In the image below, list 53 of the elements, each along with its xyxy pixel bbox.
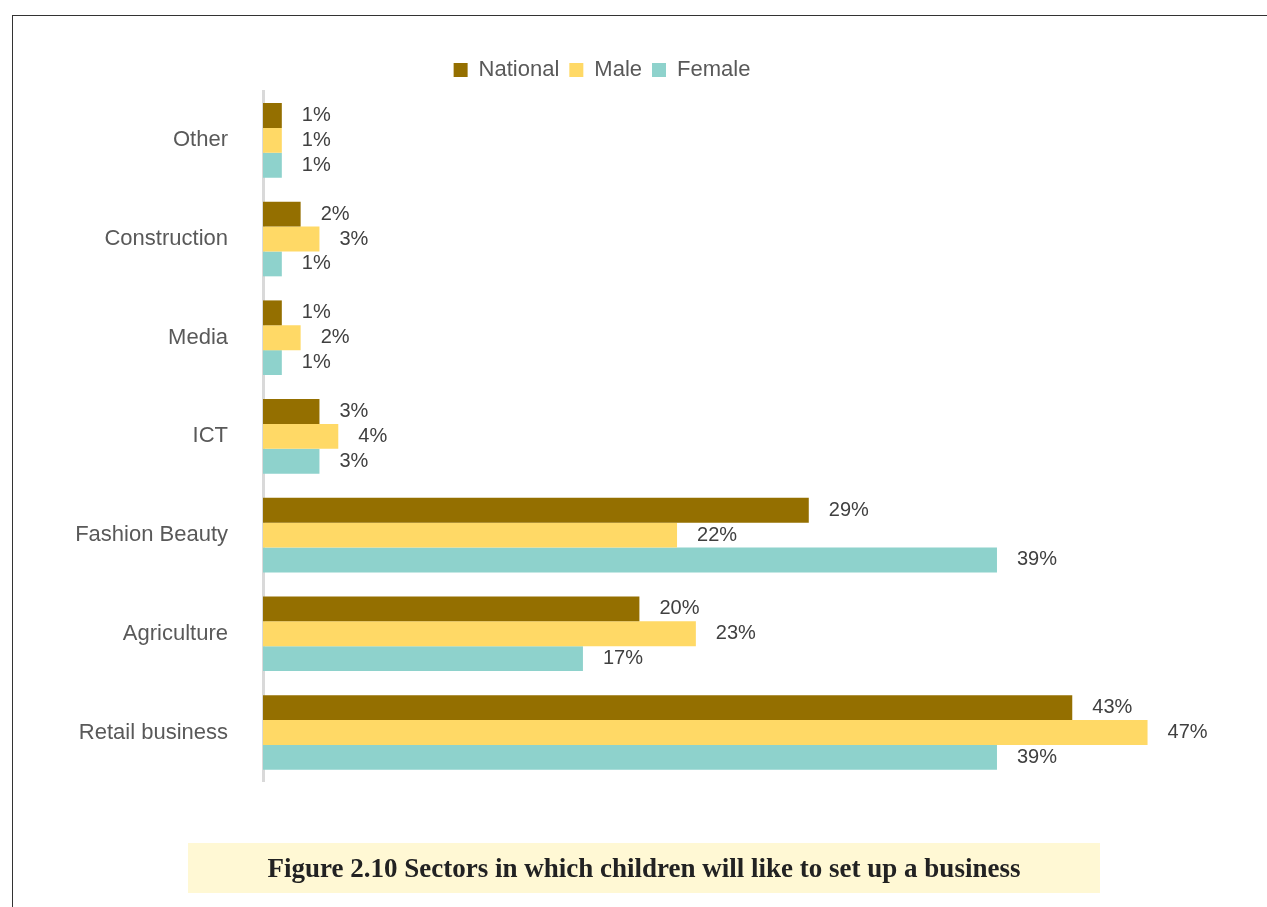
bar	[263, 448, 320, 474]
data-label: 1%	[301, 300, 331, 323]
bar	[263, 300, 282, 326]
bar	[263, 152, 282, 178]
data-label: 1%	[301, 350, 331, 373]
data-label: 1%	[301, 102, 331, 125]
bar	[263, 497, 809, 523]
data-label: 3%	[339, 399, 369, 422]
data-label: 1%	[301, 152, 331, 175]
data-label: 43%	[1092, 695, 1133, 718]
y-tick-label: Fashion Beauty	[75, 521, 228, 547]
bar	[263, 720, 1148, 745]
data-label: 39%	[1016, 744, 1058, 767]
bar	[263, 226, 320, 252]
data-label: 3%	[339, 226, 369, 249]
data-label: 2%	[320, 201, 350, 224]
data-label: 1%	[301, 127, 331, 150]
bar	[263, 423, 339, 449]
y-tick-label: Agriculture	[122, 619, 228, 645]
bar	[263, 522, 678, 548]
data-label: 3%	[339, 448, 369, 471]
y-tick-label: Construction	[104, 225, 228, 251]
data-label: 47%	[1167, 719, 1208, 742]
y-tick-label: Other	[172, 126, 228, 152]
y-tick-label: ICT	[192, 422, 228, 448]
legend-label: Male	[594, 56, 643, 82]
bar	[263, 350, 282, 376]
data-label: 1%	[301, 251, 331, 274]
data-label: 17%	[602, 646, 644, 669]
bar	[263, 596, 640, 622]
data-label: 22%	[697, 522, 738, 545]
bar	[263, 621, 696, 647]
data-label: 20%	[659, 596, 700, 619]
legend-label: National	[478, 56, 560, 82]
bar	[263, 547, 997, 573]
bar	[263, 251, 282, 277]
bar	[263, 695, 1073, 721]
data-label: 39%	[1016, 547, 1058, 570]
bar	[263, 744, 997, 770]
data-label: 2%	[320, 325, 350, 348]
data-label: 23%	[715, 621, 757, 644]
bar	[263, 201, 301, 227]
y-tick-label: Media	[168, 323, 229, 349]
bar	[263, 399, 320, 424]
bar	[263, 127, 282, 153]
data-label: 4%	[358, 423, 388, 446]
y-tick-label: Retail business	[78, 718, 228, 744]
bar	[263, 103, 282, 128]
bar	[263, 325, 301, 351]
legend-label: Female	[677, 56, 751, 82]
text: Figure 2.10 Sectors in which children will like to set up a business	[188, 843, 1100, 893]
bar	[263, 646, 583, 672]
data-label: 29%	[828, 497, 870, 520]
